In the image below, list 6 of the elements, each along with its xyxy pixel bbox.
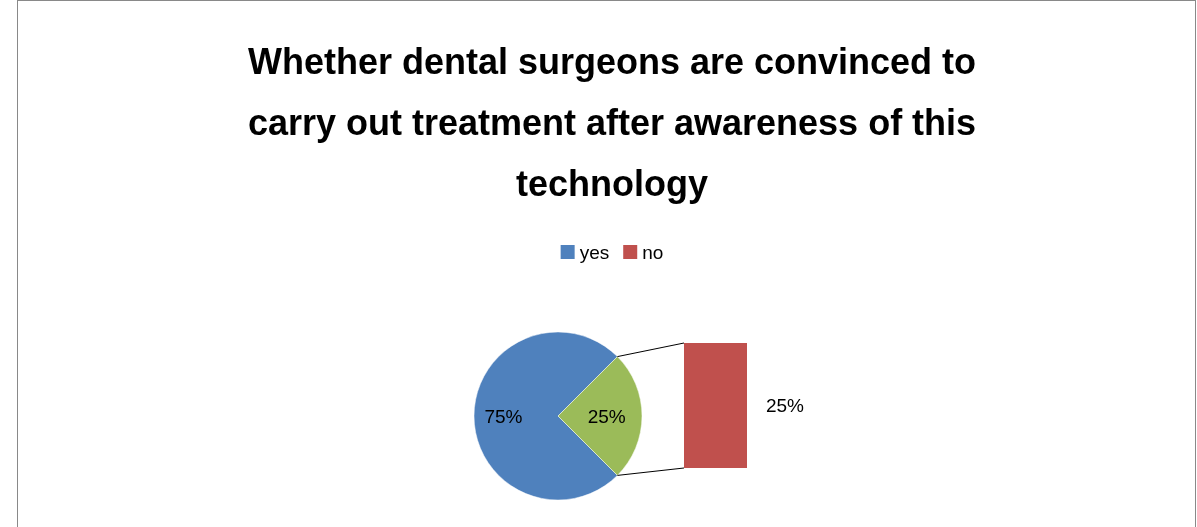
data-label: 25% bbox=[765, 395, 805, 417]
data-label: 75% bbox=[484, 405, 523, 427]
chart-title: Whether dental surgeons are convinced to carry out treatment after awareness of this technology bbox=[247, 41, 977, 204]
legend-label: no bbox=[642, 241, 664, 263]
legend-label: yes bbox=[579, 241, 610, 263]
data-label: 25% bbox=[587, 405, 626, 427]
